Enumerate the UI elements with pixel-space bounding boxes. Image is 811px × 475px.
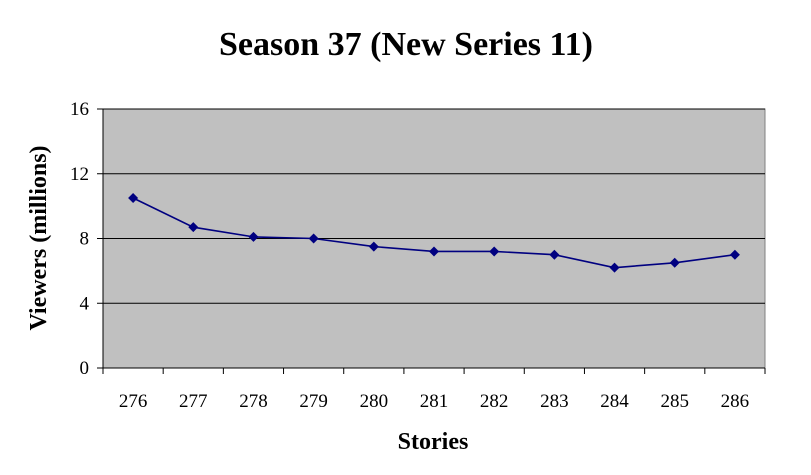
x-tick-label: 276 (119, 391, 148, 412)
y-axis-title: Viewers (millions) (26, 145, 52, 330)
data-point (188, 222, 199, 233)
x-tick-label: 278 (239, 391, 268, 412)
data-point (729, 249, 740, 260)
x-tick-label: 285 (660, 391, 689, 412)
data-point (429, 246, 439, 257)
series-layer (128, 193, 740, 273)
y-tick-label: 0 (80, 358, 90, 379)
y-axis: 0 4 8 12 16 (70, 99, 104, 379)
plot-area (102, 108, 766, 369)
y-tick-label: 12 (70, 164, 89, 185)
data-point (128, 193, 139, 204)
x-tick-label: 284 (600, 391, 629, 412)
data-point (308, 233, 319, 244)
x-tick-label: 279 (299, 391, 328, 412)
x-axis-title: Stories (398, 429, 469, 455)
chart-title: Season 37 (New Series 11) (219, 26, 593, 63)
x-tick-label: 283 (540, 391, 569, 412)
data-point (609, 262, 620, 273)
data-point (549, 249, 560, 260)
data-point (489, 246, 500, 257)
x-tick-label: 281 (420, 391, 449, 412)
x-tick-label: 280 (360, 391, 389, 412)
x-axis: 276 277 278 279 280 281 282 283 284 285 286 (102, 367, 766, 412)
data-point (368, 241, 379, 252)
x-tick-label: 282 (480, 391, 509, 412)
data-point (669, 257, 680, 268)
x-tick-label: 286 (721, 391, 750, 412)
data-point (248, 231, 259, 242)
y-tick-label: 8 (80, 229, 90, 250)
y-tick-label: 4 (80, 293, 90, 314)
x-tick-label: 277 (179, 391, 208, 412)
y-tick-label: 16 (70, 99, 89, 120)
